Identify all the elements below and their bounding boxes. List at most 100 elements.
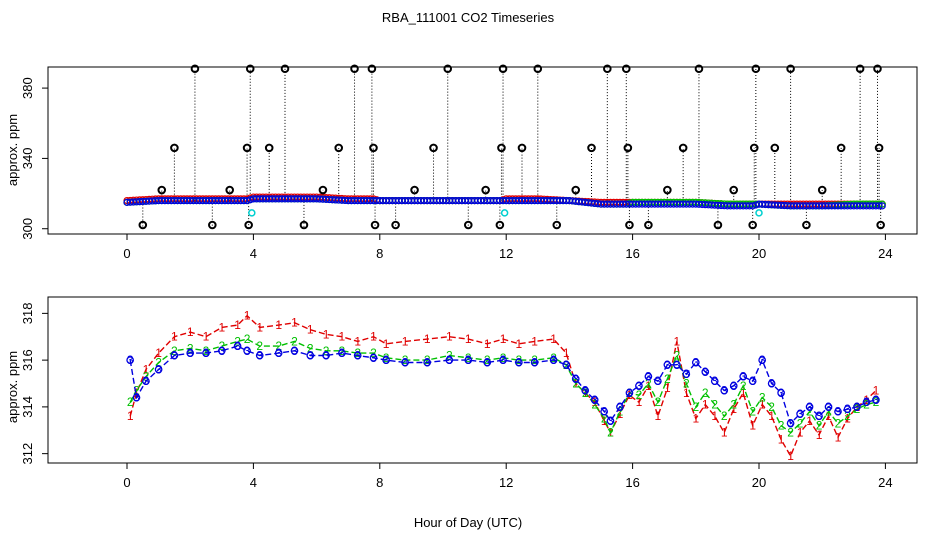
bottom-series-2-marker: 2 — [572, 377, 579, 391]
bottom-series-3-point — [644, 372, 653, 381]
bottom-series-1-marker: 1 — [626, 388, 633, 402]
bottom-series-3-marker: 3 — [730, 379, 737, 393]
top-spike-point — [208, 220, 217, 230]
bottom-series-1-line — [129, 314, 877, 458]
top-x-tick-label-4: 4 — [250, 246, 257, 261]
top-spike-point — [571, 185, 581, 195]
top-x-tick-label-0: 0 — [123, 246, 130, 261]
bottom-series-1-marker: 1 — [702, 398, 709, 412]
bottom-series-1-marker: 1 — [203, 330, 210, 344]
top-spike-point — [190, 64, 200, 74]
bottom-series-3-marker: 3 — [244, 344, 251, 358]
bottom-series-3-point — [786, 419, 795, 428]
top-spike-point — [497, 143, 506, 153]
bottom-series-1-marker: 1 — [500, 332, 507, 346]
bottom-series-2-marker: 2 — [778, 419, 785, 433]
bottom-series-2-marker: 2 — [645, 377, 652, 391]
bottom-series-2-marker: 2 — [402, 353, 409, 367]
bottom-series-3-point — [530, 358, 539, 367]
bottom-series-2-marker: 2 — [607, 426, 614, 440]
bottom-series-1-marker: 1 — [806, 414, 813, 428]
bottom-series-2-marker: 2 — [664, 372, 671, 386]
top-spike-point — [663, 185, 672, 195]
bottom-series-3-point — [571, 374, 580, 383]
top-spike-point — [729, 185, 739, 195]
top-spike-point — [694, 64, 704, 74]
bottom-series-3-point — [483, 358, 492, 367]
bottom-series-3-point — [369, 353, 378, 362]
top-spike-point — [244, 220, 253, 230]
bottom-series-3-point — [682, 370, 691, 379]
bottom-series-1-marker: 1 — [354, 334, 361, 348]
bottom-series-3-point — [499, 356, 507, 364]
top-spike-point — [280, 64, 290, 74]
bottom-series-3-point — [625, 389, 634, 397]
bottom-series-2-marker: 2 — [203, 344, 210, 358]
top-x-tick-label-20: 20 — [752, 246, 766, 261]
bottom-series-3-marker: 3 — [307, 348, 314, 362]
bottom-series-3-marker: 3 — [835, 405, 842, 419]
bottom-series-1-marker: 1 — [563, 346, 570, 360]
bottom-series-3-marker: 3 — [768, 377, 775, 391]
bottom-series-3-point — [663, 360, 672, 369]
top-spike-point — [817, 185, 827, 195]
bottom-series-2-marker: 2 — [844, 409, 851, 423]
top-spike-point — [264, 143, 274, 153]
bottom-series-3-marker: 3 — [645, 369, 652, 383]
bottom-series-3-marker: 3 — [816, 409, 823, 423]
bottom-series-3-marker: 3 — [515, 355, 522, 369]
top-spike-point — [498, 64, 508, 74]
bottom-series-1-marker: 1 — [291, 316, 298, 330]
bottom-series-3-marker: 3 — [484, 355, 491, 369]
top-spike-point — [369, 143, 378, 153]
bottom-series-3-marker: 3 — [187, 346, 194, 360]
bottom-series-2-marker: 2 — [256, 339, 263, 353]
bottom-series-3-marker: 3 — [711, 374, 718, 388]
bottom-series-2-marker: 2 — [127, 395, 134, 409]
bottom-series-1-marker: 1 — [863, 393, 870, 407]
bottom-series-3-marker: 3 — [655, 374, 662, 388]
bottom-series-3-point — [777, 389, 785, 397]
bottom-series-1-marker: 1 — [171, 330, 178, 344]
bottom-series-2-marker: 2 — [797, 416, 804, 430]
top-spike-point — [299, 220, 309, 230]
bottom-y-tick-label-318: 318 — [20, 303, 35, 325]
bottom-series-2-marker: 2 — [582, 386, 589, 400]
bottom-series-1-marker: 1 — [683, 386, 690, 400]
bottom-x-tick-label-16: 16 — [625, 475, 639, 490]
bottom-series-3-point — [672, 360, 681, 369]
bottom-series-1-marker: 1 — [424, 332, 431, 346]
bottom-series-2-marker: 2 — [683, 377, 690, 391]
bottom-series-1-marker: 1 — [816, 428, 823, 442]
bottom-series-3-point — [691, 358, 700, 367]
bottom-series-3-marker: 3 — [749, 374, 756, 388]
bottom-series-1-marker: 1 — [323, 327, 330, 341]
bottom-series-3-point — [834, 407, 842, 416]
bottom-series-1-marker: 1 — [601, 414, 608, 428]
bottom-series-3-marker: 3 — [218, 344, 225, 358]
top-y-tick-label-300: 300 — [20, 218, 35, 240]
top-y-tick-label-340: 340 — [20, 148, 35, 170]
bottom-series-3-marker: 3 — [203, 346, 210, 360]
bottom-series-3-point — [202, 349, 210, 357]
bottom-series-1-marker: 1 — [550, 332, 557, 346]
bottom-series-1-marker: 1 — [759, 398, 766, 412]
bottom-series-2-marker: 2 — [383, 351, 390, 365]
bottom-series-2-marker: 2 — [692, 400, 699, 414]
top-x-tick-label-8: 8 — [376, 246, 383, 261]
top-spike-point — [481, 185, 490, 195]
bottom-series-2-marker: 2 — [218, 339, 225, 353]
bottom-series-3-marker: 3 — [806, 400, 813, 414]
bottom-series-3-point — [815, 412, 823, 421]
bottom-series-1-marker: 1 — [692, 412, 699, 426]
bottom-panel-co2-lines: approx. ppm 0 4 8 12 16 20 2431231431631811111… — [5, 296, 918, 490]
bottom-series-3-marker: 3 — [234, 339, 241, 353]
bottom-series-1-marker: 1 — [446, 330, 453, 344]
bottom-series-3-marker: 3 — [465, 353, 472, 367]
bottom-series-3-point — [635, 381, 643, 390]
bottom-series-1-marker: 1 — [465, 332, 472, 346]
bottom-series-1-marker: 1 — [275, 318, 282, 332]
bottom-series-3-point — [853, 403, 861, 411]
bottom-series-3-point — [606, 417, 615, 425]
bottom-series-3-marker: 3 — [787, 416, 794, 430]
